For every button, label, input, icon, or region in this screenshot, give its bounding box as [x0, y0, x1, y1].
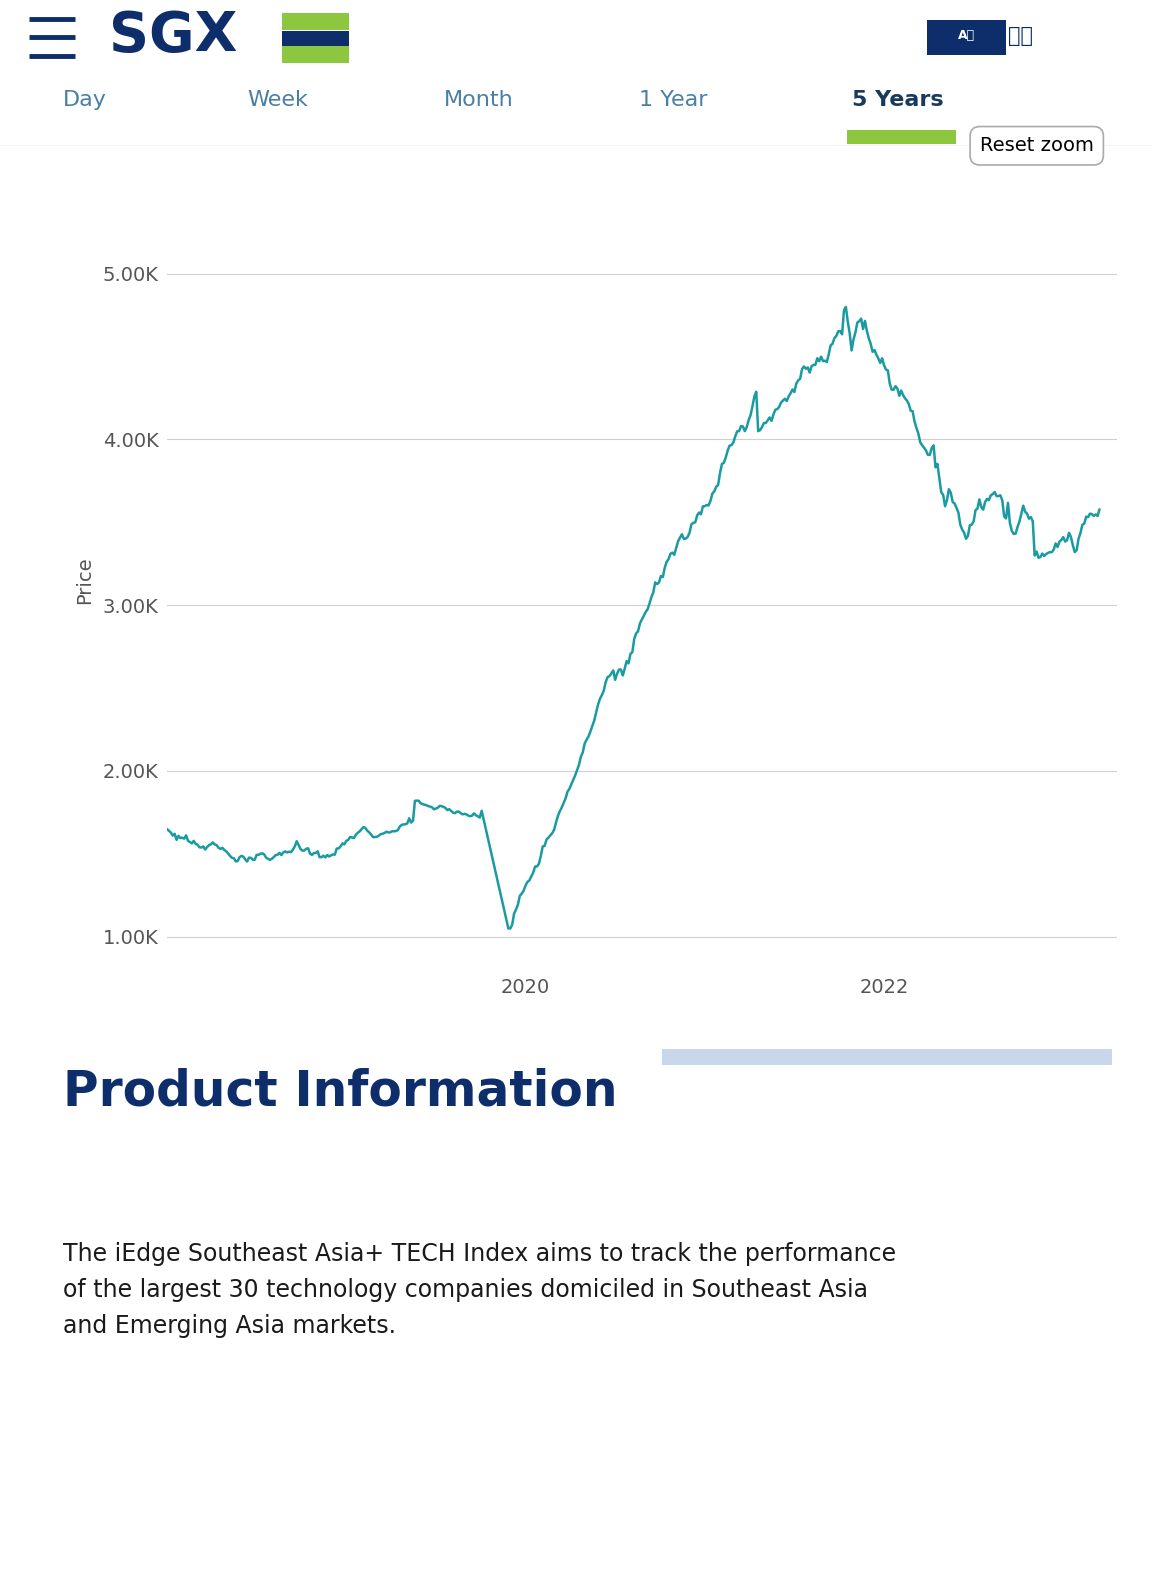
- Text: 5 Years: 5 Years: [852, 91, 945, 110]
- Text: SGX: SGX: [109, 10, 237, 64]
- Bar: [662, 1048, 1112, 1065]
- Text: Product Information: Product Information: [63, 1068, 617, 1116]
- Text: Week: Week: [248, 91, 309, 110]
- Bar: [282, 46, 349, 62]
- Text: 中文: 中文: [1008, 25, 1033, 46]
- Bar: [847, 130, 956, 143]
- Text: Day: Day: [63, 91, 107, 110]
- Text: Reset zoom: Reset zoom: [980, 137, 1093, 156]
- Text: 1 Year: 1 Year: [639, 91, 707, 110]
- Bar: [282, 32, 349, 46]
- Text: A中: A中: [958, 29, 975, 43]
- Y-axis label: Price: Price: [76, 556, 94, 604]
- Text: Month: Month: [444, 91, 514, 110]
- Bar: [282, 13, 349, 30]
- Text: The iEdge Southeast Asia+ TECH Index aims to track the performance
of the larges: The iEdge Southeast Asia+ TECH Index aim…: [63, 1242, 896, 1339]
- FancyBboxPatch shape: [927, 21, 1006, 54]
